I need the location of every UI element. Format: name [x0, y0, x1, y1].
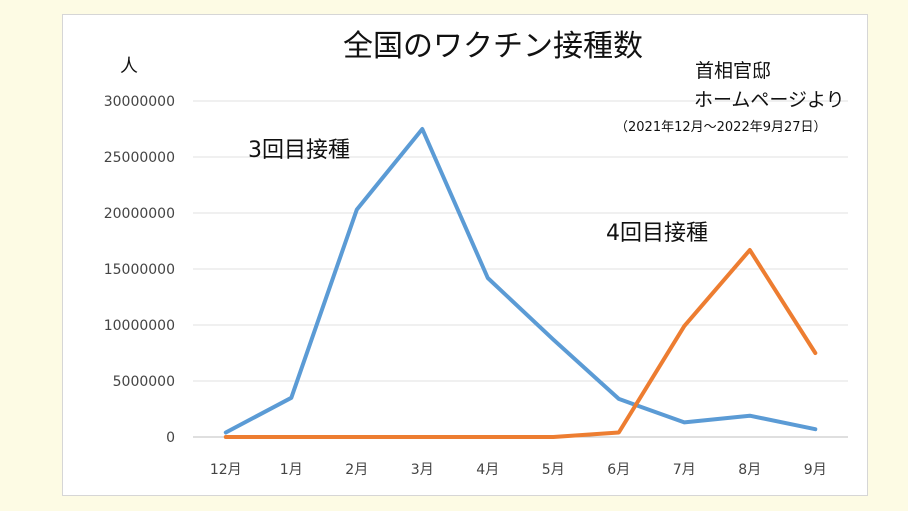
- y-axis-label: 人: [120, 56, 138, 77]
- chart-title: 全国のワクチン接種数: [343, 29, 643, 64]
- data-point: [618, 398, 620, 400]
- series-lines: [223, 127, 818, 439]
- data-point: [290, 397, 292, 399]
- data-point: [225, 436, 227, 438]
- line-chart: 0 5000000 10000000 15000000 20000000 25000000…: [104, 29, 848, 478]
- y-tick-label: 25000000: [104, 150, 175, 166]
- data-point: [749, 249, 751, 251]
- data-point: [290, 436, 292, 438]
- data-point: [356, 436, 358, 438]
- x-tick-label: 1月: [280, 462, 303, 478]
- data-point: [552, 339, 554, 341]
- x-tick-label: 7月: [673, 462, 696, 478]
- data-point: [814, 352, 816, 354]
- source-line-2: ホームページより: [694, 89, 845, 111]
- y-tick-label: 15000000: [104, 262, 175, 278]
- x-tick-label: 3月: [411, 462, 434, 478]
- x-tick-label: 5月: [542, 462, 565, 478]
- data-point: [683, 421, 685, 423]
- data-point: [421, 128, 423, 130]
- data-point: [225, 432, 227, 434]
- x-tick-label: 2月: [345, 462, 368, 478]
- data-point: [356, 209, 358, 211]
- data-point: [487, 436, 489, 438]
- series-line-2: [223, 248, 818, 439]
- data-point: [683, 325, 685, 327]
- y-tick-label: 5000000: [113, 374, 175, 390]
- x-tick-label: 12月: [210, 462, 242, 478]
- data-point: [814, 428, 816, 430]
- source-line-1: 首相官邸: [695, 60, 771, 82]
- chart-panel: 0 5000000 10000000 15000000 20000000 25000000…: [62, 14, 868, 496]
- series-label-booster-3: 3回目接種: [248, 138, 350, 163]
- source-date-range: （2021年12月～2022年9月27日）: [615, 120, 827, 135]
- data-point: [749, 415, 751, 417]
- y-axis-ticks: 0 5000000 10000000 15000000 20000000 25000000…: [104, 94, 175, 446]
- x-tick-label: 6月: [607, 462, 630, 478]
- data-point: [487, 277, 489, 279]
- series-label-booster-4: 4回目接種: [606, 221, 708, 246]
- x-tick-label: 8月: [738, 462, 761, 478]
- y-tick-label: 10000000: [104, 318, 175, 334]
- x-tick-label: 4月: [476, 462, 499, 478]
- data-point: [618, 432, 620, 434]
- data-point: [552, 436, 554, 438]
- y-tick-label: 20000000: [104, 206, 175, 222]
- y-tick-label: 0: [166, 430, 175, 446]
- gridlines: [193, 100, 848, 438]
- x-axis-ticks: 12月 1月 2月 3月 4月 5月 6月 7月 8月 9月: [210, 462, 827, 478]
- x-tick-label: 9月: [804, 462, 827, 478]
- data-point: [421, 436, 423, 438]
- series-line-1: [223, 127, 818, 435]
- y-tick-label: 30000000: [104, 94, 175, 110]
